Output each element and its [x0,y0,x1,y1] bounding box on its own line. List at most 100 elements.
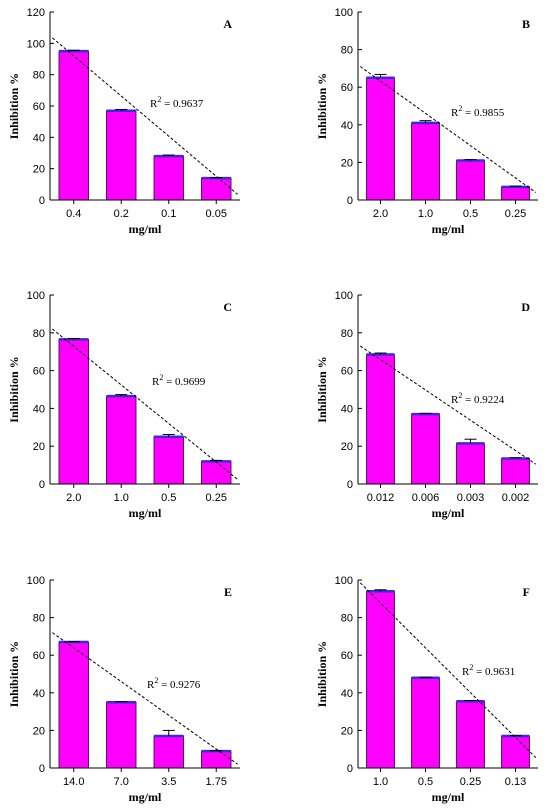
y-tick-label: 80 [341,45,353,57]
trend-line [52,37,238,195]
y-tick-label: 80 [33,613,45,625]
x-axis-title: mg/ml [432,790,465,804]
r-squared-label: R2 = 0.9855 [451,104,505,119]
y-tick-label: 80 [33,328,45,340]
r-squared-label: R2 = 0.9631 [462,663,515,678]
y-tick-label: 20 [341,441,353,453]
y-axis-title: Inhibition % [315,356,329,422]
bar [153,735,184,769]
x-tick-label: 0.5 [161,492,176,504]
x-tick-label: 7.0 [114,776,129,788]
bar [201,750,232,769]
bar [456,442,485,485]
y-tick-label: 0 [347,195,353,207]
bar [201,177,232,201]
y-tick-label: 0 [347,763,353,775]
trend-line [359,345,537,465]
chart-panel-b: 0 20 40 60 80 100 2.0 1.0 0.5 0.25 mg/ml Inhibition… [315,7,538,236]
x-axis-title: mg/ml [129,222,162,236]
y-tick-label: 40 [341,403,353,415]
bar [366,77,395,201]
y-axis-title: Inhibition % [7,73,21,139]
y-tick-label: 80 [33,70,45,82]
y-tick-label: 100 [335,7,353,19]
y-tick-label: 60 [33,101,45,113]
x-axis-title: mg/ml [129,790,162,804]
chart-panel-d: 0 20 40 60 80 100 0.012 0.006 0.003 0.002 mg/ml Inh… [315,290,538,520]
bar [501,457,530,485]
y-axis-title: Inhibition % [315,641,329,707]
y-tick-label: 0 [347,479,353,491]
panel-letter: F [523,585,530,599]
x-tick-label: 2.0 [373,208,388,220]
panel-letter: A [223,17,232,31]
y-tick-label: 100 [27,575,45,587]
y-tick-label: 0 [39,195,45,207]
y-tick-label: 40 [33,688,45,700]
bar [456,160,485,201]
bar [58,338,89,485]
x-tick-label: 1.75 [206,776,227,788]
bar [366,354,395,485]
y-tick-label: 60 [33,366,45,378]
x-tick-label: 2.0 [66,492,81,504]
x-tick-label: 0.012 [367,492,395,504]
x-tick-label: 0.2 [114,208,129,220]
r-squared-label: R2 = 0.9224 [451,391,505,406]
bar [366,590,395,769]
chart-panel-f: 0 20 40 60 80 100 1.0 0.5 0.25 0.13 mg/ml Inhibitio… [315,575,538,804]
x-tick-label: 0.05 [206,208,227,220]
bar [106,110,137,201]
y-tick-label: 0 [39,479,45,491]
x-axis-title: mg/ml [432,222,465,236]
bar [501,735,530,769]
y-tick-label: 40 [341,120,353,132]
x-tick-label: 0.25 [460,776,481,788]
y-tick-label: 60 [341,650,353,662]
x-tick-label: 0.4 [66,208,81,220]
x-tick-label: 0.5 [418,776,433,788]
y-tick-label: 60 [33,650,45,662]
x-axis-title: mg/ml [432,506,465,520]
trend-line [359,582,537,759]
y-tick-label: 100 [335,290,353,302]
x-tick-label: 1.0 [418,208,433,220]
y-tick-label: 20 [341,157,353,169]
y-tick-label: 60 [341,366,353,378]
x-tick-label: 0.25 [206,492,227,504]
r-squared-label: R2 = 0.9637 [150,95,204,110]
y-tick-label: 20 [33,725,45,737]
y-tick-label: 20 [33,164,45,176]
y-tick-label: 100 [335,575,353,587]
y-tick-label: 80 [341,613,353,625]
bar [153,155,184,201]
y-tick-label: 40 [33,132,45,144]
x-tick-label: 3.5 [161,776,176,788]
bar [58,50,89,201]
x-axis-title: mg/ml [129,506,162,520]
x-tick-label: 14.0 [63,776,84,788]
y-tick-label: 40 [341,688,353,700]
bar [106,701,137,769]
x-tick-label: 0.006 [412,492,440,504]
bar [411,413,440,485]
x-tick-label: 0.5 [463,208,478,220]
bar [58,641,89,769]
y-tick-label: 40 [33,403,45,415]
x-tick-label: 0.25 [505,208,526,220]
r-squared-label: R2 = 0.9276 [147,676,201,691]
y-tick-label: 20 [33,441,45,453]
y-tick-label: 60 [341,82,353,94]
panel-letter: C [223,300,232,314]
x-tick-label: 0.13 [505,776,526,788]
bar [411,122,440,201]
x-tick-label: 0.003 [457,492,485,504]
y-tick-label: 20 [341,725,353,737]
y-tick-label: 0 [39,763,45,775]
trend-line [52,632,238,765]
bar [501,186,530,201]
x-tick-label: 1.0 [114,492,129,504]
chart-panel-c: 0 20 40 60 80 100 2.0 1.0 0.5 0.25 mg/ml Inhibition… [7,290,240,520]
y-tick-label: 100 [27,290,45,302]
